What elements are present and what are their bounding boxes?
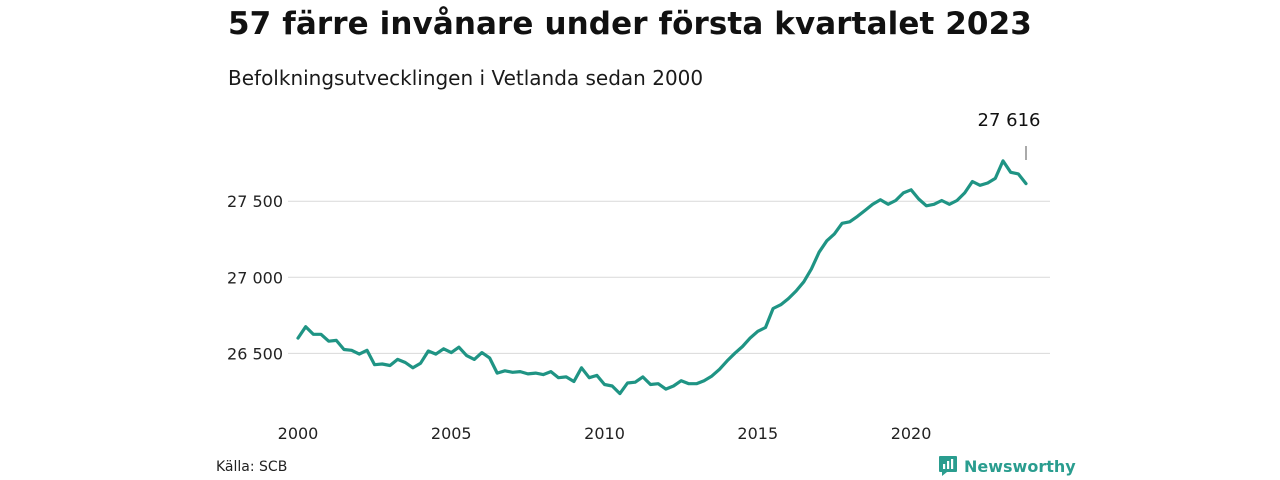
newsworthy-icon (939, 456, 957, 476)
end-value-label: 27 616 (978, 110, 1041, 131)
chart-subtitle: Befolkningsutvecklingen i Vetlanda sedan… (228, 66, 704, 90)
y-tick-label: 26 500 (227, 344, 283, 363)
x-tick-label: 2005 (431, 424, 472, 443)
x-tick-label: 2010 (584, 424, 625, 443)
source-credit: Källa: SCB (216, 459, 288, 475)
x-axis: 2000 2005 2010 2015 2020 (278, 424, 932, 443)
y-axis: 26 500 27 000 27 500 (227, 192, 283, 363)
gridlines (288, 200, 1050, 354)
x-tick-label: 2000 (278, 424, 319, 443)
y-tick-label: 27 500 (227, 192, 283, 211)
x-tick-label: 2015 (737, 424, 778, 443)
chart-title: 57 färre invånare under första kvartalet… (228, 6, 1032, 42)
x-tick-label: 2020 (891, 424, 932, 443)
population-series-line (296, 159, 1028, 396)
y-tick-label: 27 000 (227, 268, 283, 287)
brand-name: Newsworthy (964, 456, 1076, 476)
newsworthy-logo: Newsworthy (938, 455, 1076, 477)
